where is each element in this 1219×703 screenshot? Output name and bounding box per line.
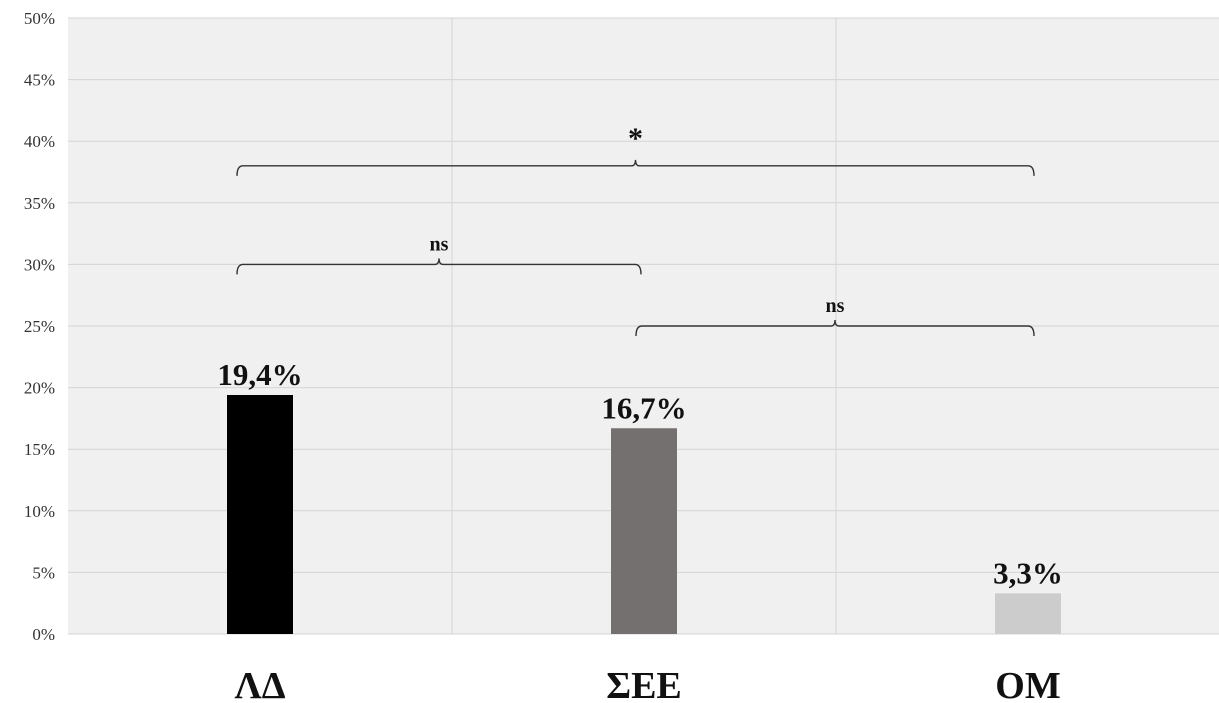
y-tick-label: 10% [24,502,55,521]
bar-value-label: 3,3% [993,555,1063,590]
y-tick-label: 5% [32,563,55,582]
bar-value-label: 19,4% [217,357,302,392]
bar [227,394,293,634]
significance-label: * [628,122,643,155]
significance-brackets: * ns ns [236,122,1035,337]
bar [995,593,1061,634]
y-tick-label: 40% [24,132,55,151]
y-tick-label: 25% [24,317,55,336]
bars [227,394,1061,634]
y-tick-label: 20% [24,379,55,398]
significance-bracket [236,258,642,275]
significance-bracket [236,159,1035,176]
y-tick-label: 50% [24,9,55,28]
y-tick-label: 30% [24,255,55,274]
x-category-label: ΛΔ [234,665,285,703]
y-tick-label: 45% [24,71,55,90]
y-tick-label: 0% [32,625,55,644]
y-tick-label: 15% [24,440,55,459]
y-axis-tick-labels: 0% 5% 10% 15% 20% 25% 30% 35% 40% 45% 50% [24,9,55,644]
x-category-label: ΟΜ [995,665,1060,703]
significance-label: ns [826,295,845,317]
bar-value-label: 16,7% [601,390,686,425]
data-labels: 19,4% 16,7% 3,3% [217,357,1063,590]
x-category-label: ΣΕΕ [606,665,682,703]
significance-bracket [635,319,1035,337]
x-axis-category-labels: ΛΔ ΣΕΕ ΟΜ [234,665,1060,703]
y-tick-label: 35% [24,194,55,213]
bar [611,428,677,634]
significance-label: ns [430,233,449,255]
